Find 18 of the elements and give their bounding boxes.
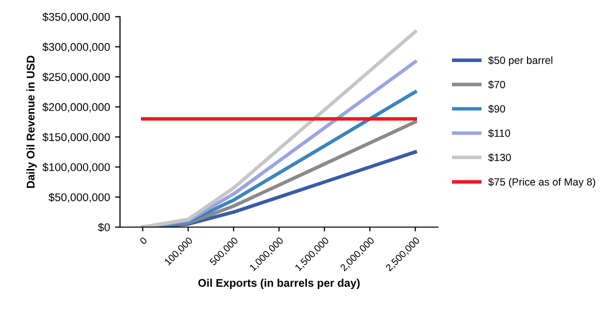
y-tick-label: $300,000,000 — [42, 42, 110, 52]
legend-label: $90 — [488, 104, 506, 114]
legend-label: $130 — [488, 153, 511, 162]
y-tick-label: $350,000,000 — [42, 12, 110, 22]
legend-label: $75 (Price as of May 8) — [488, 178, 596, 188]
y-tick-label: $100,000,000 — [42, 162, 110, 172]
legend-label: $50 per barrel — [488, 56, 552, 66]
y-tick-label: $0 — [98, 222, 110, 232]
legend-label: $70 — [488, 80, 506, 89]
x-tick-label: 0 — [139, 236, 148, 245]
y-tick-label: $150,000,000 — [42, 132, 110, 142]
y-axis-title: Daily Oil Revenue in USD — [26, 56, 37, 188]
x-axis-title: Oil Exports (in barrels per day) — [198, 278, 360, 290]
y-tick-label: $200,000,000 — [42, 102, 110, 112]
y-tick-label: $250,000,000 — [42, 72, 110, 82]
line-series — [140, 30, 418, 228]
legend-label: $110 — [488, 129, 510, 138]
y-tick-label: $50,000,000 — [48, 192, 110, 203]
